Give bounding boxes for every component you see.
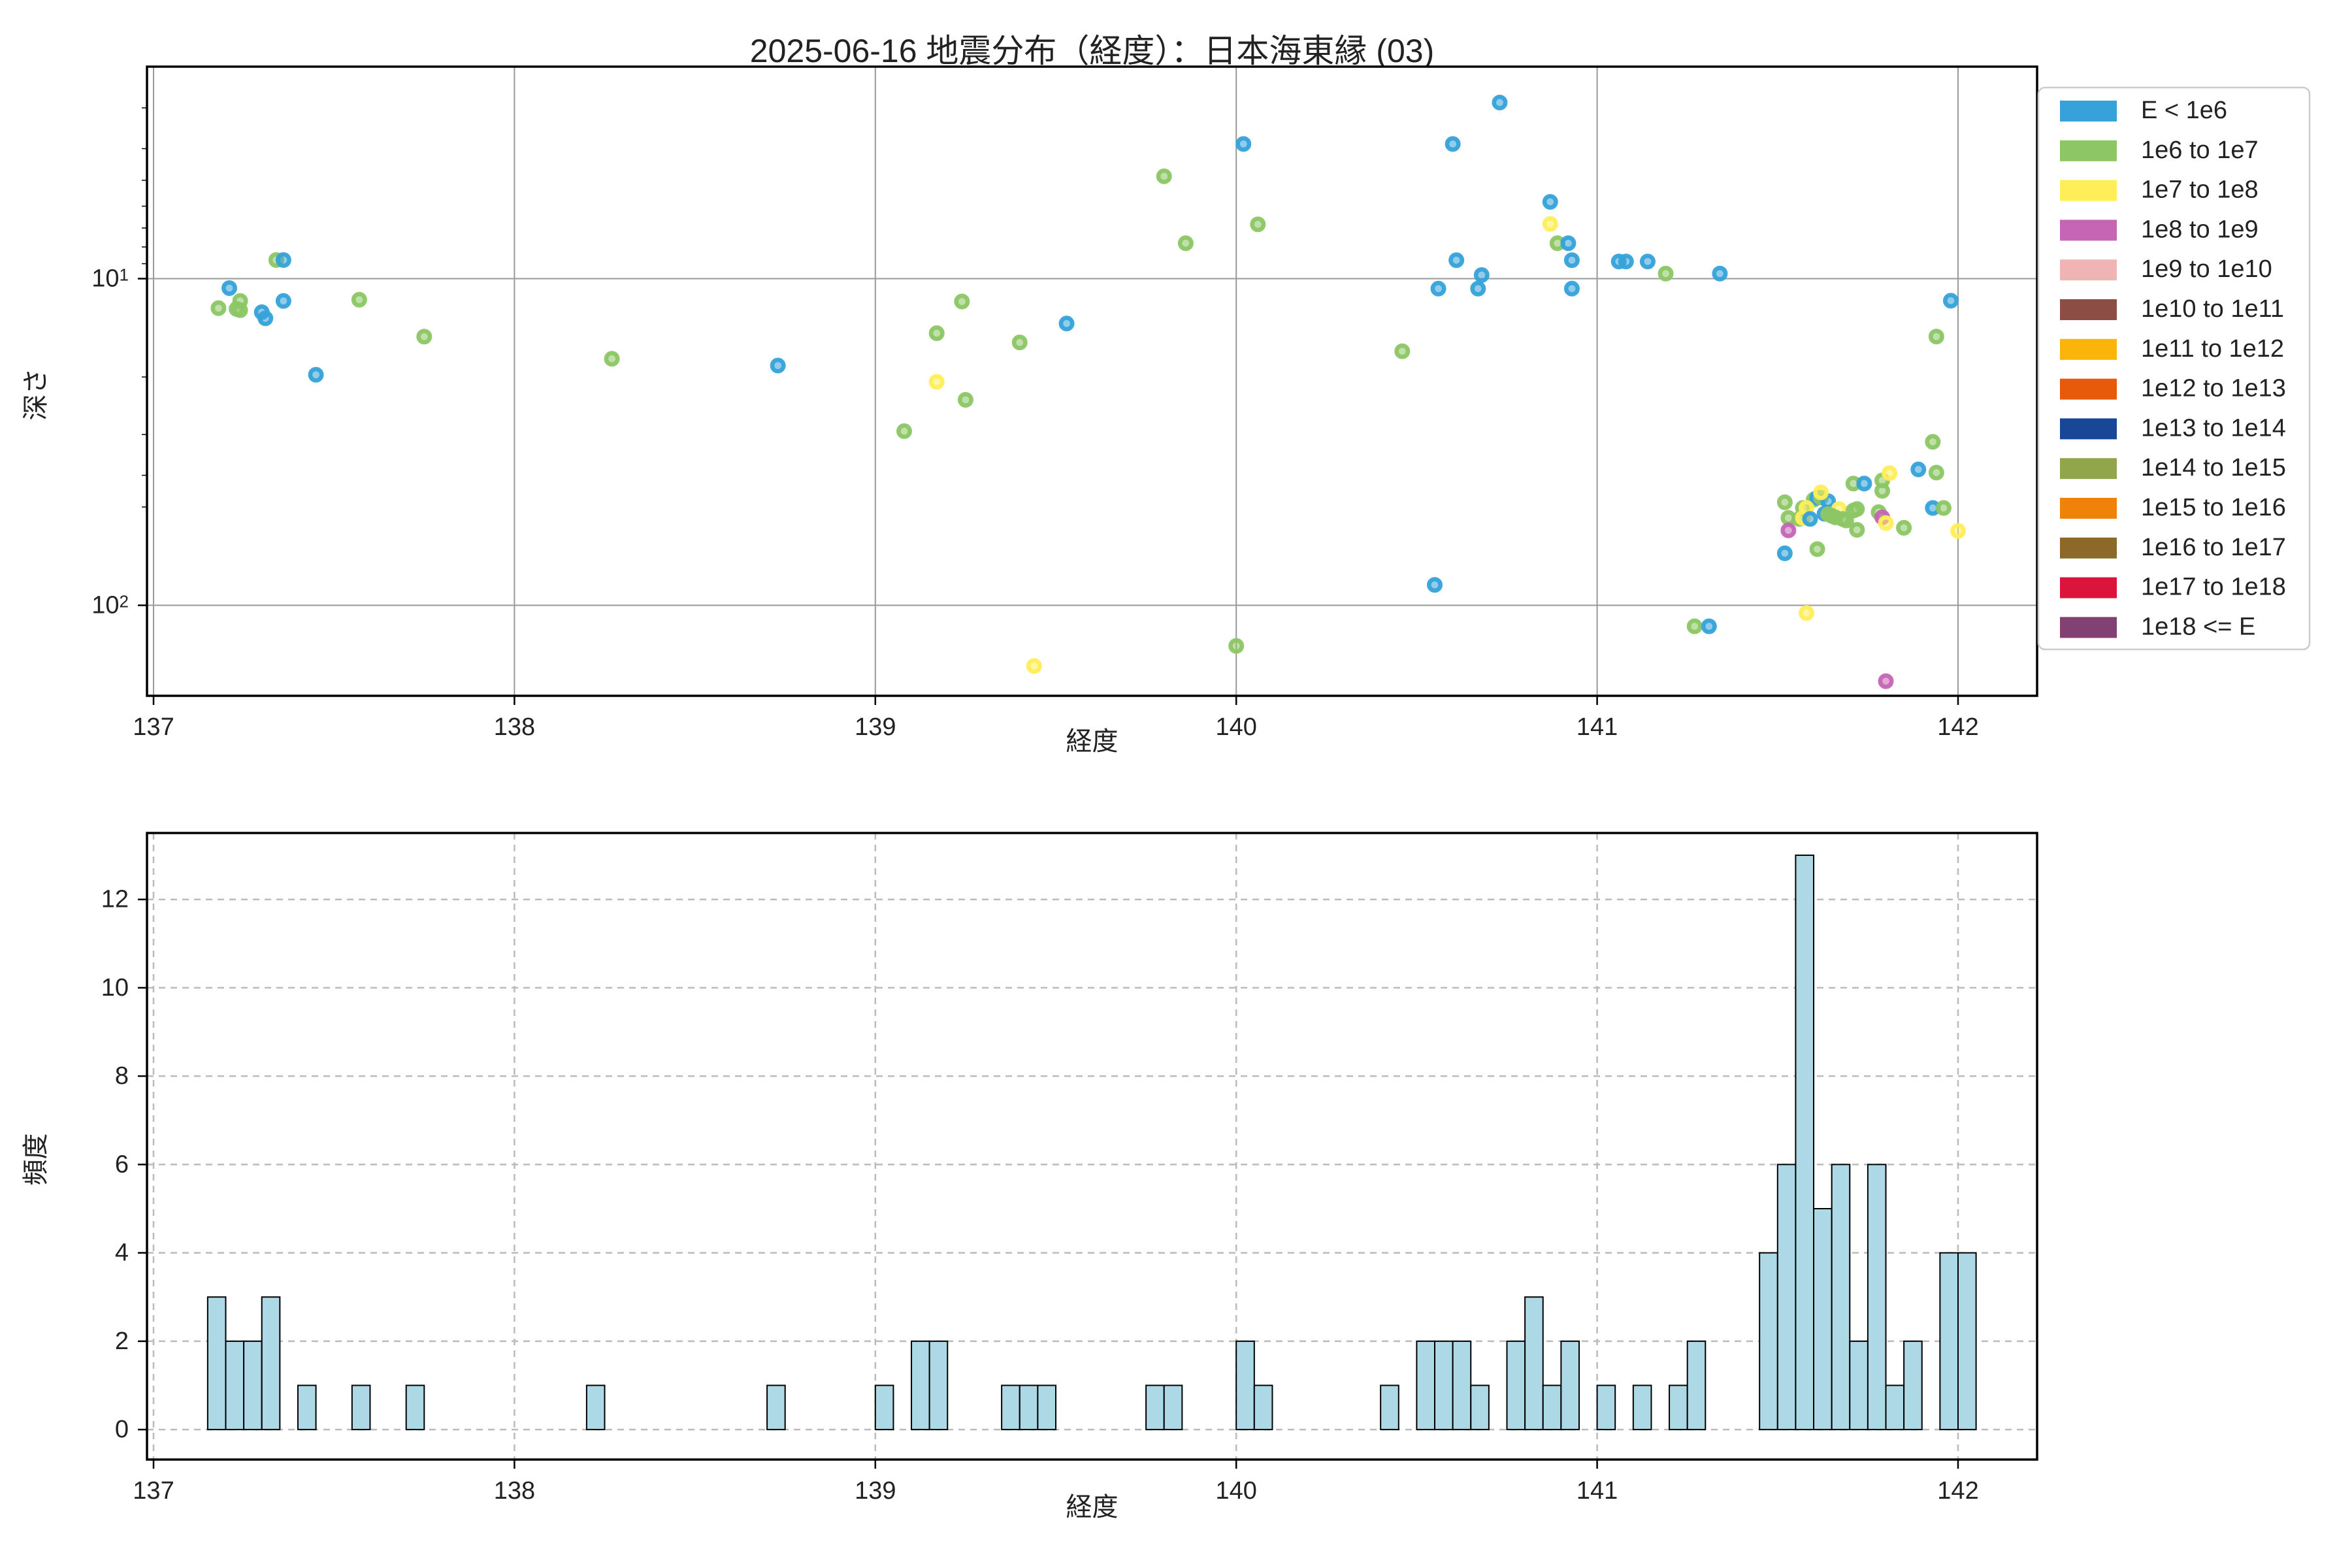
svg-text:1e11 to 1e12: 1e11 to 1e12 bbox=[2141, 335, 2284, 363]
svg-text:12: 12 bbox=[101, 886, 129, 913]
svg-text:137: 137 bbox=[133, 1477, 174, 1505]
svg-text:1e16 to 1e17: 1e16 to 1e17 bbox=[2141, 534, 2286, 561]
svg-text:4: 4 bbox=[115, 1239, 129, 1267]
svg-text:1e8 to 1e9: 1e8 to 1e9 bbox=[2141, 216, 2259, 243]
svg-text:139: 139 bbox=[855, 713, 896, 741]
svg-text:経度: 経度 bbox=[1066, 1493, 1119, 1522]
svg-text:深さ: 深さ bbox=[22, 368, 50, 421]
svg-text:138: 138 bbox=[494, 713, 535, 741]
svg-text:102: 102 bbox=[91, 591, 129, 619]
svg-text:E < 1e6: E < 1e6 bbox=[2141, 97, 2227, 124]
svg-text:142: 142 bbox=[1937, 1477, 1978, 1505]
svg-text:1e9 to 1e10: 1e9 to 1e10 bbox=[2141, 255, 2272, 283]
svg-text:140: 140 bbox=[1215, 1477, 1256, 1505]
svg-text:1e10 to 1e11: 1e10 to 1e11 bbox=[2141, 295, 2284, 323]
svg-text:141: 141 bbox=[1576, 1477, 1618, 1505]
svg-text:10: 10 bbox=[101, 974, 129, 1002]
svg-text:1e6 to 1e7: 1e6 to 1e7 bbox=[2141, 137, 2259, 164]
svg-text:139: 139 bbox=[855, 1477, 896, 1505]
svg-text:140: 140 bbox=[1215, 713, 1256, 741]
svg-text:経度: 経度 bbox=[1066, 727, 1119, 756]
svg-text:137: 137 bbox=[133, 713, 174, 741]
svg-text:0: 0 bbox=[115, 1416, 129, 1443]
svg-text:1e15 to 1e16: 1e15 to 1e16 bbox=[2141, 494, 2286, 521]
svg-text:1e7 to 1e8: 1e7 to 1e8 bbox=[2141, 176, 2259, 204]
svg-text:138: 138 bbox=[494, 1477, 535, 1505]
svg-text:1e14 to 1e15: 1e14 to 1e15 bbox=[2141, 454, 2286, 482]
svg-text:1e12 to 1e13: 1e12 to 1e13 bbox=[2141, 375, 2286, 402]
svg-text:頻度: 頻度 bbox=[22, 1134, 50, 1186]
svg-text:8: 8 bbox=[115, 1062, 129, 1090]
svg-text:2: 2 bbox=[115, 1328, 129, 1355]
svg-text:1e13 to 1e14: 1e13 to 1e14 bbox=[2141, 414, 2286, 442]
svg-text:1e17 to 1e18: 1e17 to 1e18 bbox=[2141, 574, 2286, 601]
svg-text:142: 142 bbox=[1937, 713, 1978, 741]
svg-text:141: 141 bbox=[1576, 713, 1618, 741]
svg-text:1e18 <= E: 1e18 <= E bbox=[2141, 613, 2255, 640]
svg-text:101: 101 bbox=[91, 265, 129, 292]
svg-text:6: 6 bbox=[115, 1151, 129, 1178]
